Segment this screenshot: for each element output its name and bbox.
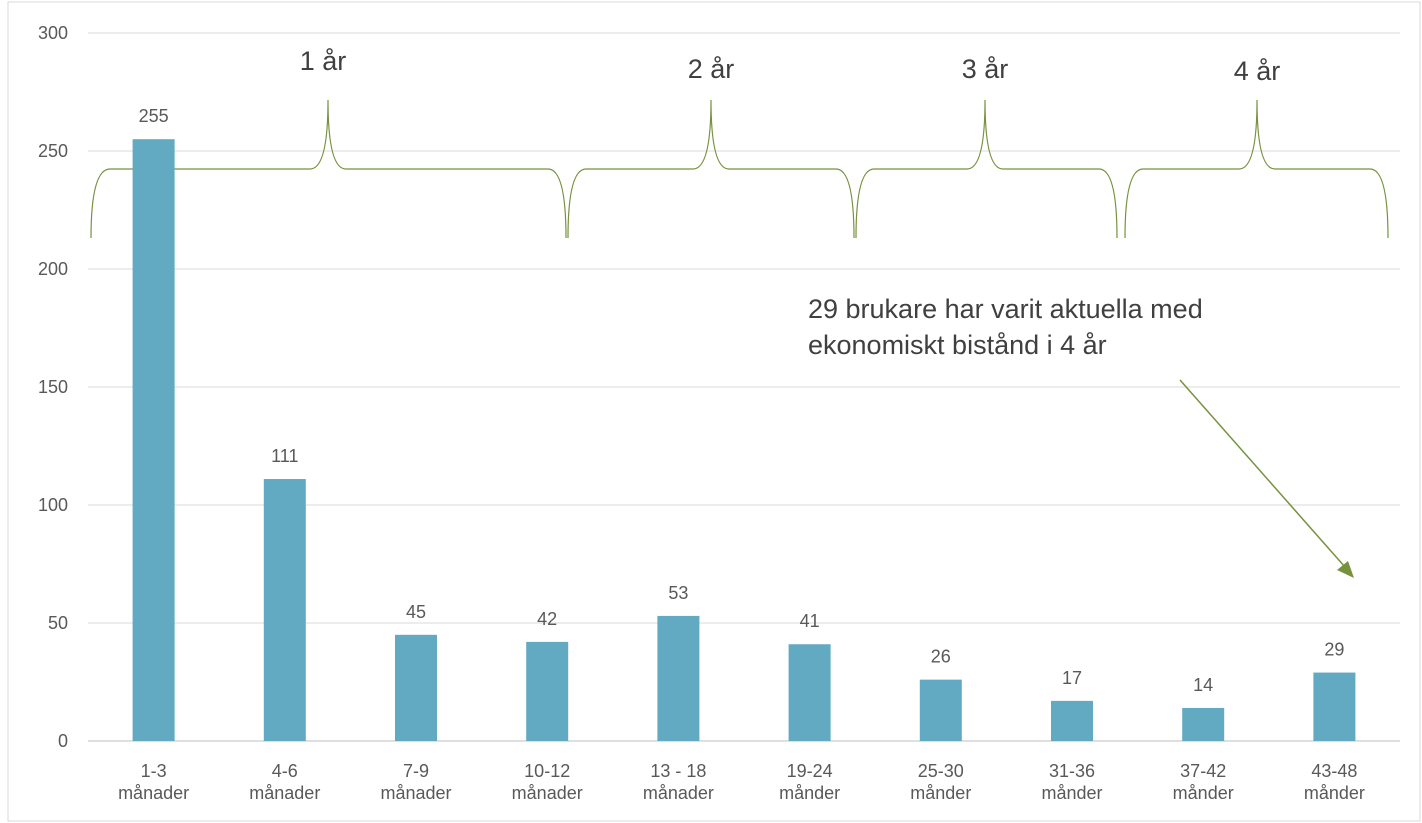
chart-frame	[7, 1, 1421, 822]
bar	[263, 479, 306, 741]
value-label: 255	[139, 106, 169, 126]
bar	[395, 634, 437, 741]
x-tick-label: 13 - 18 månader	[643, 761, 714, 803]
x-tick-label: 19-24 månder	[779, 761, 840, 803]
value-label: 26	[931, 647, 951, 667]
annotation: 29 brukare har varit aktuella med ekonomi…	[808, 294, 1203, 360]
value-label: 45	[406, 602, 426, 622]
x-tick-label: 1-3 månader	[118, 761, 189, 803]
x-tick-label: 31-36 månder	[1041, 761, 1102, 803]
arrow	[1179, 379, 1354, 578]
x-tick-label: 7-9 månader	[380, 761, 451, 803]
y-tick-label: 200	[38, 259, 68, 279]
brace-label: 3 år	[962, 54, 1009, 84]
bar	[526, 641, 569, 741]
x-tick-label: 4-6 månader	[249, 761, 320, 803]
y-tick-label: 300	[38, 23, 68, 43]
value-label: 41	[800, 611, 820, 631]
brace-label: 4 år	[1234, 56, 1281, 86]
bar	[1051, 700, 1093, 741]
bar	[919, 679, 962, 741]
x-tick-label: 10-12 månader	[512, 761, 583, 803]
value-label: 111	[271, 446, 298, 466]
y-tick-label: 50	[48, 613, 68, 633]
value-label: 42	[537, 609, 557, 629]
bar	[788, 644, 831, 741]
value-label: 17	[1062, 668, 1082, 688]
x-tick-label: 25-30 månder	[910, 761, 971, 803]
braces	[90, 99, 1389, 239]
y-tick-label: 150	[38, 377, 68, 397]
bar	[1313, 672, 1356, 741]
value-label: 53	[668, 583, 688, 603]
x-tick-label: 37-42 månder	[1173, 761, 1234, 803]
bar	[1182, 707, 1225, 741]
y-tick-label: 250	[38, 141, 68, 161]
y-tick-label: 0	[58, 731, 68, 751]
brace-label: 1 år	[300, 46, 347, 76]
x-tick-label: 43-48 månder	[1304, 761, 1365, 803]
value-label: 14	[1193, 675, 1213, 695]
bar	[657, 615, 700, 741]
value-label: 29	[1324, 640, 1344, 660]
y-tick-label: 100	[38, 495, 68, 515]
brace-label: 2 år	[688, 54, 735, 84]
bar	[132, 139, 175, 741]
